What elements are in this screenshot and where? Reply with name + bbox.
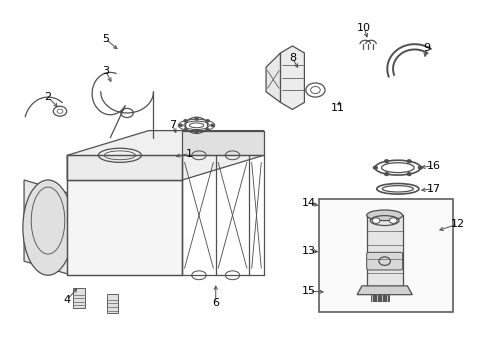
Polygon shape <box>356 286 411 294</box>
Polygon shape <box>67 131 263 180</box>
Circle shape <box>407 160 410 163</box>
Circle shape <box>384 173 387 175</box>
Ellipse shape <box>23 180 73 275</box>
Text: 16: 16 <box>426 161 440 171</box>
Bar <box>370 294 388 301</box>
Text: 2: 2 <box>44 92 51 102</box>
Polygon shape <box>182 131 263 155</box>
Circle shape <box>373 166 376 169</box>
Text: 3: 3 <box>102 66 109 76</box>
Ellipse shape <box>366 210 402 221</box>
Text: 8: 8 <box>288 53 295 63</box>
Text: 4: 4 <box>63 295 71 305</box>
Text: 7: 7 <box>169 120 176 130</box>
Bar <box>73 288 85 308</box>
Circle shape <box>179 124 182 126</box>
Text: 14: 14 <box>302 198 316 208</box>
Circle shape <box>183 129 186 131</box>
Text: 11: 11 <box>330 103 344 113</box>
Circle shape <box>371 218 379 224</box>
Circle shape <box>418 166 422 169</box>
Text: 9: 9 <box>422 43 429 53</box>
Circle shape <box>195 131 198 133</box>
Text: 6: 6 <box>212 298 219 309</box>
Text: 15: 15 <box>302 286 316 296</box>
Text: 13: 13 <box>302 246 316 256</box>
Circle shape <box>206 129 209 131</box>
Text: 5: 5 <box>102 34 109 44</box>
Circle shape <box>407 173 410 175</box>
Circle shape <box>183 120 186 122</box>
Circle shape <box>206 120 209 122</box>
Polygon shape <box>265 53 280 102</box>
Bar <box>318 199 452 312</box>
Circle shape <box>195 118 198 120</box>
Polygon shape <box>67 180 182 275</box>
Circle shape <box>388 218 396 224</box>
Text: 1: 1 <box>185 149 192 158</box>
FancyBboxPatch shape <box>366 252 402 270</box>
Polygon shape <box>24 180 72 275</box>
Bar <box>107 294 118 313</box>
Polygon shape <box>280 46 304 109</box>
Bar <box>366 215 402 291</box>
Circle shape <box>210 124 213 126</box>
Text: 12: 12 <box>450 219 464 229</box>
Text: 17: 17 <box>426 184 440 194</box>
Circle shape <box>384 160 387 163</box>
Polygon shape <box>67 155 182 180</box>
Text: 10: 10 <box>357 23 370 33</box>
